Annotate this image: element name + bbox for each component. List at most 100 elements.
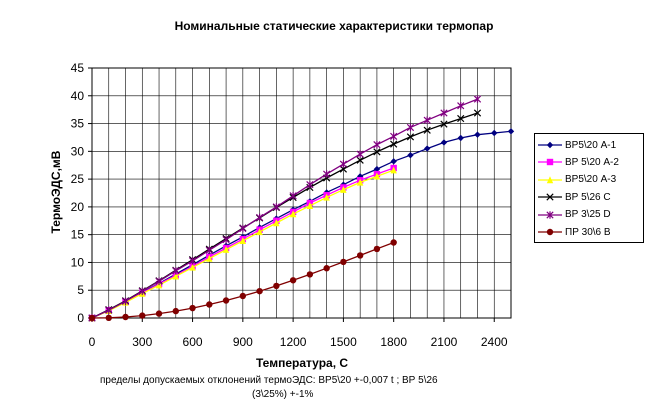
y-tick-label: 25 bbox=[71, 172, 85, 186]
data-point bbox=[356, 252, 364, 259]
data-point bbox=[390, 158, 397, 165]
data-point bbox=[457, 114, 465, 123]
x-tick-label: 2100 bbox=[431, 335, 458, 349]
y-tick-label: 40 bbox=[71, 89, 85, 103]
series-line bbox=[91, 98, 478, 319]
x-tick-label: 300 bbox=[132, 335, 152, 349]
legend-marker bbox=[546, 228, 554, 236]
footnote-line-2: (3\25%) +-1% bbox=[252, 389, 314, 400]
legend-swatch bbox=[538, 210, 562, 219]
data-point bbox=[423, 126, 431, 134]
y-tick-label: 20 bbox=[71, 200, 85, 214]
legend-swatch bbox=[538, 159, 562, 166]
x-tick-label: 1500 bbox=[330, 335, 357, 349]
data-point bbox=[172, 266, 180, 275]
y-tick-label: 10 bbox=[71, 255, 85, 269]
data-point bbox=[273, 219, 280, 227]
data-point bbox=[206, 301, 213, 308]
data-point bbox=[373, 245, 381, 253]
x-tick-label: 0 bbox=[89, 335, 96, 349]
legend-label: ПР 30\6 В bbox=[565, 226, 611, 238]
x-axis-ticks: 0 300 600 900 1200 1500 1800 2100 2400 bbox=[89, 318, 508, 349]
y-tick-label: 35 bbox=[71, 117, 85, 131]
data-point bbox=[440, 120, 448, 128]
data-point bbox=[88, 314, 96, 322]
chart-title: Номинальные статические характеристики т… bbox=[175, 19, 494, 33]
legend-item: ВР5\20 А-1 bbox=[537, 138, 616, 152]
data-point bbox=[390, 140, 398, 148]
data-point bbox=[222, 245, 230, 253]
data-point bbox=[474, 131, 481, 138]
data-point bbox=[473, 95, 482, 103]
data-point bbox=[373, 140, 381, 149]
legend-label: ВР 5\20 А-2 bbox=[565, 156, 619, 168]
legend-marker bbox=[546, 176, 554, 183]
data-point bbox=[407, 152, 414, 159]
legend-item: ВР 5\26 С bbox=[537, 190, 611, 204]
data-point bbox=[323, 265, 330, 272]
data-point bbox=[289, 191, 297, 200]
legend-marker bbox=[546, 141, 554, 149]
y-tick-label: 30 bbox=[71, 144, 85, 158]
data-point bbox=[356, 178, 364, 186]
data-point bbox=[323, 170, 331, 178]
data-point bbox=[473, 109, 482, 117]
data-point bbox=[239, 224, 247, 233]
x-axis-label: Температура, С bbox=[256, 356, 348, 370]
data-point bbox=[340, 258, 347, 266]
data-point bbox=[138, 287, 146, 296]
data-point bbox=[289, 210, 297, 218]
legend-item: ВР 3\25 D bbox=[537, 208, 611, 222]
data-point bbox=[172, 307, 179, 315]
legend-marker bbox=[546, 193, 554, 201]
chart-legend: ВР5\20 А-1 ВР 5\20 А-2 ВР5\20 А-3 ВР 5\26 С… bbox=[534, 133, 644, 243]
data-point bbox=[239, 292, 247, 300]
legend-label: ВР 3\25 D bbox=[565, 209, 611, 221]
data-point bbox=[491, 129, 498, 137]
data-point bbox=[457, 134, 464, 142]
data-point bbox=[273, 282, 280, 290]
data-point bbox=[306, 180, 314, 189]
y-tick-label: 45 bbox=[71, 61, 85, 75]
data-point bbox=[105, 314, 112, 322]
data-point bbox=[323, 193, 330, 201]
data-point bbox=[189, 304, 196, 312]
data-point bbox=[239, 237, 247, 244]
x-tick-label: 600 bbox=[183, 335, 203, 349]
data-point bbox=[406, 123, 415, 132]
data-point bbox=[356, 156, 364, 164]
data-point bbox=[356, 150, 364, 158]
x-tick-label: 1800 bbox=[380, 335, 407, 349]
y-tick-label: 5 bbox=[77, 283, 84, 297]
data-point bbox=[390, 132, 398, 141]
data-point bbox=[406, 133, 415, 141]
x-tick-label: 1200 bbox=[280, 335, 307, 349]
data-point bbox=[255, 213, 264, 222]
legend-label: ВР5\20 А-1 bbox=[565, 139, 617, 151]
legend-item: ВР5\20 А-3 bbox=[537, 173, 616, 187]
legend-swatch bbox=[538, 228, 562, 236]
data-point bbox=[289, 277, 297, 284]
data-point bbox=[424, 145, 431, 152]
legend-marker bbox=[546, 210, 554, 219]
data-point bbox=[423, 116, 431, 125]
data-point bbox=[206, 254, 213, 262]
series-layer bbox=[88, 95, 515, 322]
data-point bbox=[172, 272, 179, 280]
data-point bbox=[340, 185, 347, 193]
data-point bbox=[222, 235, 230, 244]
data-point bbox=[339, 160, 348, 168]
legend-swatch bbox=[538, 176, 562, 183]
data-point bbox=[105, 306, 113, 315]
series-5 bbox=[88, 95, 482, 322]
data-point bbox=[373, 148, 381, 156]
data-point bbox=[306, 202, 314, 209]
data-point bbox=[390, 166, 397, 174]
data-point bbox=[188, 256, 197, 265]
legend-item: ПР 30\6 В bbox=[537, 225, 611, 239]
legend-swatch bbox=[538, 141, 562, 149]
legend-swatch bbox=[538, 193, 562, 201]
legend-label: ВР 5\26 С bbox=[565, 191, 611, 203]
data-point bbox=[222, 297, 230, 304]
data-point bbox=[155, 310, 163, 317]
